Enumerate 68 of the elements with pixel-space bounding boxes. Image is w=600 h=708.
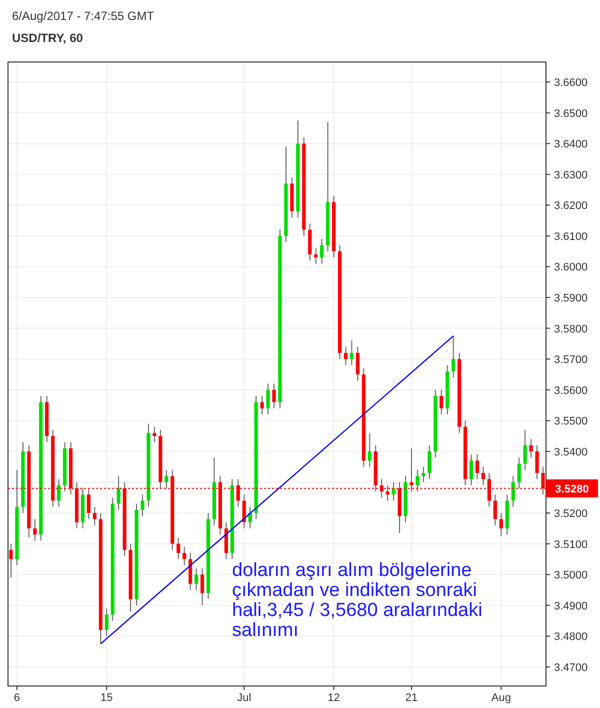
y-tick-label: 3.5500 (554, 416, 588, 428)
candlestick (182, 546, 186, 566)
candlestick (320, 238, 324, 264)
candlestick (104, 608, 108, 637)
y-tick-label: 3.5400 (554, 446, 588, 458)
y-tick-label: 3.5600 (554, 384, 588, 397)
y-tick-label: 3.4900 (554, 600, 588, 612)
candlestick (469, 454, 474, 486)
y-tick-label: 3.6100 (554, 230, 588, 243)
candlestick (452, 335, 456, 378)
y-tick-label: 3.5700 (554, 354, 588, 366)
candlestick (350, 340, 354, 366)
x-tick-label: 12 (328, 692, 340, 704)
candlestick (368, 432, 372, 468)
candlestick (260, 396, 264, 415)
chart-title: USD/TRY, 60 (12, 31, 84, 45)
candlestick (152, 426, 156, 443)
candlestick (499, 512, 503, 537)
y-tick-label: 3.6200 (554, 200, 588, 212)
candlestick (164, 469, 168, 489)
candlestick (535, 444, 539, 480)
candlestick (356, 346, 360, 382)
x-tick-label: 15 (100, 692, 113, 704)
candlestick (272, 383, 276, 409)
y-tick-label: 3.4700 (554, 662, 588, 674)
y-tick-label: 3.6500 (554, 108, 588, 120)
candlestick (9, 543, 13, 578)
candlestick (475, 454, 480, 480)
chart-subtitle: 6/Aug/2017 - 7:47:55 GMT (12, 9, 155, 23)
candlestick (523, 429, 527, 470)
candlestick (200, 568, 204, 606)
candlestick (140, 494, 144, 517)
candlestick (344, 346, 348, 366)
candlestick (529, 438, 533, 458)
candlestick (33, 518, 37, 542)
candlestick (176, 537, 180, 560)
candlestick (511, 476, 515, 508)
candlestick (481, 466, 486, 486)
annotation: doların aşırı alım bölgelerine çıkmadan ve indikten sonraki hali,3,45 / 3,5680 aralarındaki salınımı (232, 560, 482, 641)
candlestick (428, 444, 432, 480)
y-tick-label: 3.5100 (554, 538, 588, 551)
candlestick (92, 506, 96, 526)
ref-line-label: 3.5280 (555, 483, 589, 496)
y-tick-label: 3.5900 (554, 292, 588, 304)
candlestick (517, 457, 521, 489)
x-tick-label: 6 (14, 692, 20, 704)
candlestick (194, 568, 198, 590)
y-tick-label: 3.5200 (554, 508, 588, 520)
x-tick-label: 21 (405, 692, 418, 704)
y-tick-label: 3.6600 (554, 77, 588, 90)
x-tick-label: Jul (237, 692, 252, 704)
y-tick-label: 3.6400 (554, 138, 588, 151)
candlestick (440, 389, 444, 415)
x-tick-label: Aug (491, 692, 511, 704)
candlestick (416, 469, 420, 492)
y-tick-label: 3.6300 (554, 169, 588, 182)
candlestick (266, 383, 270, 415)
candlestick (392, 482, 396, 502)
y-tick-label: 3.4800 (554, 631, 588, 644)
candlestick (314, 248, 318, 264)
y-tick-label: 3.5000 (554, 570, 588, 582)
y-tick-label: 3.6000 (554, 262, 588, 274)
candlestick (116, 476, 120, 510)
candlestick (242, 494, 246, 529)
candlestick (57, 478, 61, 508)
candlestick (422, 466, 426, 483)
candlestick (493, 494, 497, 526)
y-tick-label: 3.5800 (554, 323, 588, 336)
